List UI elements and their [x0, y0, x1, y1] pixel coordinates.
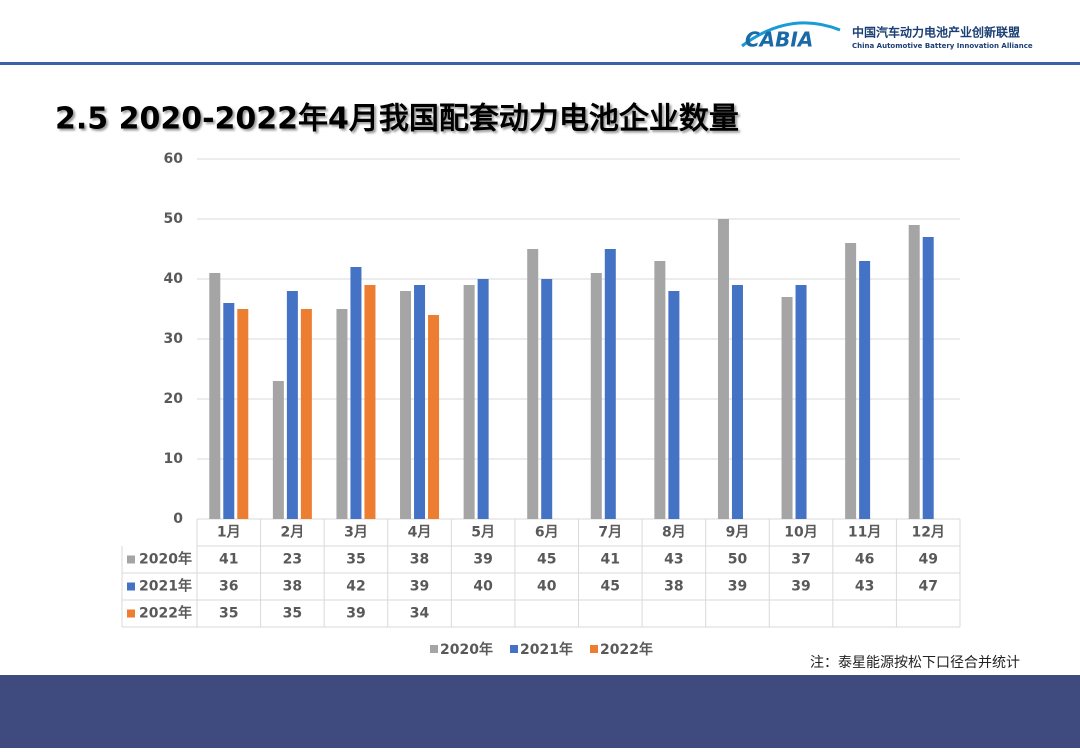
table-value: 47 [918, 579, 937, 595]
y-tick-label: 20 [164, 391, 184, 407]
bar [795, 285, 807, 519]
org-cn: 中国汽车动力电池产业创新联盟 [852, 25, 1020, 40]
y-tick-label: 10 [164, 451, 184, 467]
x-tick-label: 3月 [344, 525, 368, 541]
table-value: 38 [664, 579, 683, 595]
x-tick-label: 7月 [598, 525, 622, 541]
table-legend-key [127, 555, 135, 564]
table-legend-key [127, 609, 135, 618]
x-tick-label: 12月 [911, 525, 944, 541]
logo: CABIA [745, 28, 813, 52]
table-value: 43 [855, 579, 874, 595]
logo-arc [741, 21, 841, 48]
x-tick-label: 4月 [408, 525, 432, 541]
bar [845, 243, 857, 519]
y-tick-label: 30 [164, 331, 184, 347]
chart: 0 10 20 30 40 50 60 1月 2月 3月 4月 5月 6月 7月 8月 9月 10月 11月 12月… [121, 151, 961, 658]
legend-key [590, 645, 598, 653]
table-value: 36 [219, 579, 238, 595]
legend-label: 2020年 [440, 641, 493, 658]
table-series-name: 2020年 [139, 551, 192, 568]
x-tick-label: 10月 [784, 525, 817, 541]
y-tick-label: 60 [164, 151, 184, 167]
bar [300, 309, 312, 519]
table-value: 39 [410, 579, 429, 595]
table-value: 37 [791, 552, 810, 568]
legend-label: 2022年 [600, 641, 653, 658]
table-value: 35 [346, 552, 365, 568]
bar [237, 309, 249, 519]
bar [400, 291, 412, 519]
bar [336, 309, 348, 519]
table-value: 38 [410, 552, 429, 568]
org-en: China Automotive Battery Innovation Alli… [852, 42, 1033, 50]
bar [731, 285, 743, 519]
footer-band [0, 675, 1080, 748]
table-legend-key [127, 582, 135, 591]
header-rule [0, 62, 1080, 65]
x-tick-label: 1月 [217, 525, 241, 541]
y-tick-label: 50 [164, 211, 184, 227]
table-value: 41 [219, 552, 238, 568]
table-value: 39 [791, 579, 810, 595]
table-value: 45 [601, 579, 620, 595]
bar [286, 291, 298, 519]
bar [541, 279, 553, 519]
y-tick-label: 40 [164, 271, 184, 287]
table-series-name: 2021年 [139, 578, 192, 595]
bar [668, 291, 680, 519]
x-tick-label: 6月 [535, 525, 559, 541]
bar [350, 267, 362, 519]
table-value: 35 [283, 606, 302, 622]
bar [463, 285, 475, 519]
bar [590, 273, 602, 519]
table-value: 49 [918, 552, 937, 568]
table-value: 43 [664, 552, 683, 568]
legend-key [430, 645, 438, 653]
x-tick-label: 9月 [726, 525, 750, 541]
table-value: 39 [473, 552, 492, 568]
table-value: 35 [219, 606, 238, 622]
table-value: 39 [346, 606, 365, 622]
bar [908, 225, 920, 519]
table-value: 38 [283, 579, 302, 595]
legend-label: 2021年 [520, 641, 573, 658]
bar [781, 297, 793, 519]
legend-key [510, 645, 518, 653]
table-value: 50 [728, 552, 748, 568]
x-tick-label: 5月 [471, 525, 495, 541]
table-value: 39 [728, 579, 747, 595]
table-value: 42 [346, 579, 365, 595]
bar [272, 381, 284, 519]
bar [654, 261, 666, 519]
bar [922, 237, 934, 519]
bar [527, 249, 539, 519]
table-value: 23 [283, 552, 302, 568]
bar [428, 315, 440, 519]
bar [414, 285, 426, 519]
bar [209, 273, 221, 519]
bar [477, 279, 489, 519]
bar [223, 303, 235, 519]
table-value: 40 [537, 579, 557, 595]
table-series-name: 2022年 [139, 605, 192, 622]
bar [859, 261, 871, 519]
bar [717, 219, 729, 519]
x-tick-label: 2月 [281, 525, 305, 541]
slide-title: 2.5 2020-2022年4月我国配套动力电池企业数量 [55, 102, 739, 137]
table-value: 40 [473, 579, 493, 595]
x-tick-label: 8月 [662, 525, 686, 541]
table-value: 46 [855, 552, 874, 568]
note: 注：泰星能源按松下口径合并统计 [810, 655, 1020, 671]
y-tick-label: 0 [173, 511, 183, 527]
x-tick-label: 11月 [848, 525, 881, 541]
bar [364, 285, 376, 519]
table-value: 41 [601, 552, 620, 568]
table-value: 34 [410, 606, 430, 622]
table-value: 45 [537, 552, 556, 568]
bar [604, 249, 616, 519]
